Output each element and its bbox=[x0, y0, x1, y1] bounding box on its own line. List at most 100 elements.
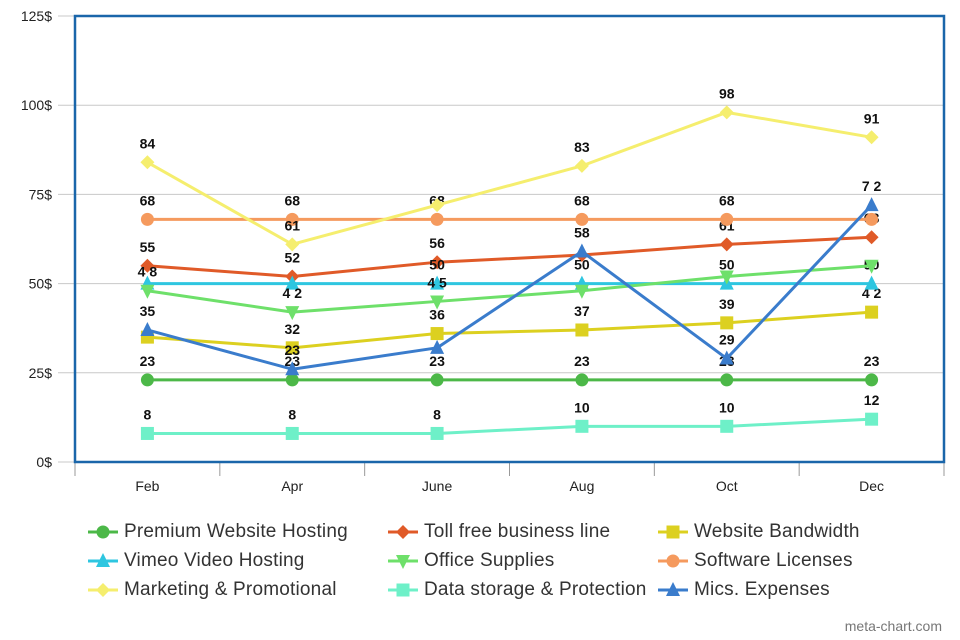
legend-marker bbox=[96, 525, 110, 538]
legend-label: Premium Website Hosting bbox=[124, 520, 348, 542]
data-point bbox=[430, 275, 445, 290]
legend-marker bbox=[96, 582, 110, 597]
data-point bbox=[140, 426, 154, 440]
data-point bbox=[140, 258, 155, 273]
data-point bbox=[285, 306, 300, 321]
series-line bbox=[147, 235, 872, 278]
data-point bbox=[140, 212, 154, 226]
y-tick-label: 50$ bbox=[29, 276, 53, 292]
legend-swatch bbox=[388, 554, 418, 569]
data-label: 23 bbox=[284, 342, 300, 358]
legend-swatch bbox=[658, 554, 688, 567]
y-tick-label: 125$ bbox=[21, 8, 52, 24]
data-label: 91 bbox=[864, 110, 880, 126]
data-label: 8 bbox=[288, 406, 296, 422]
plot-frame bbox=[73, 14, 946, 464]
data-label: 50 bbox=[429, 257, 445, 273]
series-line bbox=[147, 417, 872, 435]
data-point bbox=[430, 212, 444, 226]
legend-label: Marketing & Promotional bbox=[124, 578, 337, 600]
data-label: 61 bbox=[284, 217, 300, 233]
legend-swatch bbox=[658, 581, 688, 596]
data-point bbox=[720, 316, 734, 330]
data-label: 7 2 bbox=[862, 178, 882, 194]
data-point bbox=[865, 212, 879, 226]
data-label: 83 bbox=[574, 139, 590, 155]
data-label: 39 bbox=[719, 296, 735, 312]
legend-swatch bbox=[388, 524, 418, 539]
legend-marker bbox=[396, 583, 410, 596]
data-point bbox=[575, 373, 589, 387]
data-point bbox=[720, 373, 734, 387]
legend-swatch bbox=[88, 582, 118, 597]
y-tick-label: 0$ bbox=[36, 454, 52, 470]
data-point bbox=[285, 373, 299, 387]
legend-marker bbox=[96, 552, 110, 567]
data-point bbox=[719, 270, 734, 285]
data-point bbox=[285, 275, 300, 290]
legend-label: Vimeo Video Hosting bbox=[124, 549, 305, 571]
data-point bbox=[430, 327, 444, 341]
credit-text: meta-chart.com bbox=[844, 618, 942, 634]
data-point bbox=[140, 373, 154, 387]
data-label: 36 bbox=[429, 307, 445, 323]
legend-swatch bbox=[88, 525, 118, 538]
legend-item: Toll free business line bbox=[388, 520, 658, 543]
data-label: 23 bbox=[429, 353, 445, 369]
data-point bbox=[140, 155, 155, 170]
data-point bbox=[574, 158, 589, 173]
series-software-licenses: 6868686868 bbox=[140, 192, 879, 226]
series-office-supplies: 4 8 4 2 4 5 bbox=[138, 259, 879, 321]
data-label: 4 2 bbox=[283, 285, 303, 301]
data-label: 52 bbox=[284, 249, 300, 265]
series-line bbox=[146, 110, 872, 246]
series-mics-expenses: 35 23 58 29 7 2 bbox=[140, 178, 882, 376]
legend-label: Office Supplies bbox=[424, 549, 555, 571]
series-line bbox=[147, 204, 873, 371]
legend-item: Mics. Expenses bbox=[658, 578, 918, 601]
legend-item: Office Supplies bbox=[388, 549, 658, 572]
legend-marker bbox=[396, 554, 410, 569]
data-point bbox=[140, 284, 155, 299]
x-tick-label: June bbox=[422, 478, 453, 494]
data-point bbox=[430, 339, 445, 354]
data-point bbox=[140, 321, 155, 336]
data-label: 58 bbox=[574, 224, 590, 240]
data-label: 56 bbox=[429, 235, 445, 251]
legend-item: Data storage & Protection bbox=[388, 578, 658, 601]
data-point bbox=[285, 237, 300, 252]
legend-marker bbox=[666, 581, 680, 596]
data-label: 55 bbox=[140, 239, 156, 255]
data-point bbox=[574, 284, 589, 299]
data-point bbox=[574, 243, 589, 258]
series-line bbox=[147, 310, 872, 350]
data-label: 12 bbox=[864, 392, 880, 408]
legend-swatch bbox=[88, 552, 118, 567]
x-tick-label: Apr bbox=[281, 478, 303, 494]
legend-label: Mics. Expenses bbox=[694, 578, 830, 600]
legend-label: Website Bandwidth bbox=[694, 520, 860, 542]
data-label: 23 bbox=[284, 353, 300, 369]
series-marketing-promotional: 84 61 83 98 91 bbox=[140, 85, 880, 252]
legend-marker bbox=[396, 524, 410, 539]
data-point bbox=[575, 419, 589, 433]
data-label: 10 bbox=[719, 399, 735, 415]
data-point bbox=[720, 212, 734, 226]
data-point bbox=[430, 295, 445, 310]
chart-legend: Premium Website Hosting Toll free busines… bbox=[88, 520, 918, 601]
y-tick-label: 25$ bbox=[29, 365, 53, 381]
data-label: 68 bbox=[574, 192, 590, 208]
data-label: 68 bbox=[719, 192, 735, 208]
data-label: 37 bbox=[574, 303, 590, 319]
data-point bbox=[864, 259, 879, 274]
legend-swatch bbox=[658, 525, 688, 538]
legend-marker bbox=[666, 525, 680, 538]
x-tick-label: Oct bbox=[716, 478, 738, 494]
series-data-storage-protection: 8 8 8 10 10 12 bbox=[140, 392, 880, 440]
data-point bbox=[285, 426, 299, 440]
data-point bbox=[865, 373, 879, 387]
data-point bbox=[285, 212, 299, 226]
x-tick-label: Aug bbox=[569, 478, 594, 494]
y-tick-label: 75$ bbox=[29, 186, 53, 202]
